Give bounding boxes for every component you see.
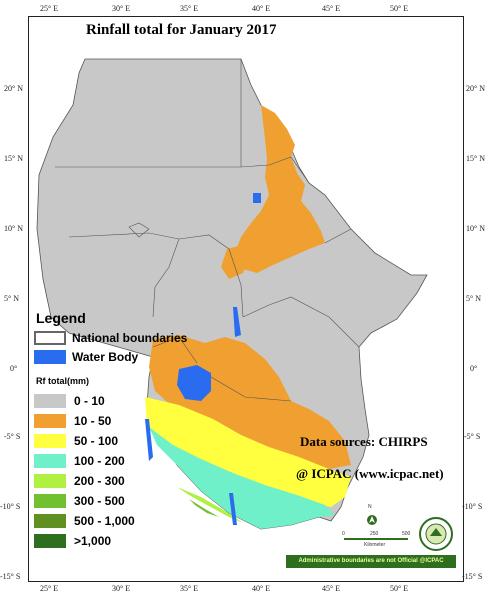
lake-tana (253, 193, 261, 203)
lake-turkana (233, 307, 241, 337)
legend-swatch (34, 514, 66, 528)
lat-tick-right: 5° N (466, 294, 481, 303)
region-grey-north (36, 58, 428, 530)
lon-tick-top: 35° E (180, 4, 199, 13)
lat-tick-left: 20° N (4, 84, 23, 93)
lon-tick-bottom: 50° E (390, 584, 409, 593)
water-body-swatch (34, 350, 66, 364)
map-canvas (36, 58, 428, 530)
north-arrow-label: N (368, 504, 372, 510)
scale-unit: Kilometer (364, 542, 386, 548)
legend-class-label: 300 - 500 (74, 494, 125, 508)
lon-tick-bottom: 40° E (252, 584, 271, 593)
legend-swatch (34, 534, 66, 548)
lon-tick-top: 25° E (40, 4, 59, 13)
north-arrow-icon (367, 515, 377, 525)
scale-label-250: 250 (370, 531, 379, 537)
lat-tick-right: -15° S (462, 572, 483, 581)
lat-tick-left: 0° (10, 364, 18, 373)
scale-label-500: 500 (402, 531, 411, 537)
legend-swatch (34, 434, 66, 448)
lon-tick-bottom: 35° E (180, 584, 199, 593)
legend-class-label: 0 - 10 (74, 394, 105, 408)
region-orange-ethiopia (235, 105, 325, 273)
lat-tick-left: -5° S (4, 432, 21, 441)
lat-tick-left: 10° N (4, 224, 23, 233)
lon-tick-bottom: 25° E (40, 584, 59, 593)
lon-tick-top: 40° E (252, 4, 271, 13)
region-yellow (145, 397, 351, 507)
scale-bar (344, 538, 408, 540)
lake-victoria (177, 365, 211, 401)
lat-tick-left: -15° S (0, 572, 21, 581)
legend-class-label: 50 - 100 (74, 434, 119, 448)
legend-swatch (34, 454, 66, 468)
legend-title: Legend (36, 310, 86, 326)
water-body-label: Water Body (72, 350, 139, 364)
region-aqua (149, 427, 335, 529)
region-lightgreen (177, 487, 243, 523)
legend-class-label: 200 - 300 (74, 474, 125, 488)
legend-swatch (34, 394, 66, 408)
map-frame (28, 16, 464, 582)
legend-swatch (34, 494, 66, 508)
lake-tanganyika (145, 419, 153, 461)
credit-text: @ ICPAC (www.icpac.net) (296, 466, 444, 481)
rf-total-title: Rf total(mm) (36, 376, 89, 386)
lon-tick-top: 45° E (322, 4, 341, 13)
lat-tick-right: -10° S (462, 502, 483, 511)
data-sources-text: Data sources: CHIRPS (300, 434, 428, 449)
lat-tick-right: 15° N (466, 154, 485, 163)
lon-tick-top: 50° E (390, 4, 409, 13)
icpac-logo-icon (419, 517, 453, 551)
scale-label-0: 0 (342, 531, 345, 537)
region-orange-south-sudan (221, 245, 249, 279)
legend-class-label: 10 - 50 (74, 414, 112, 428)
map-title: Rinfall total for January 2017 (86, 22, 277, 38)
lat-tick-right: -5° S (464, 432, 481, 441)
lat-tick-left: 15° N (4, 154, 23, 163)
national-boundaries-swatch (34, 331, 66, 345)
legend-class-label: 100 - 200 (74, 454, 125, 468)
lake-malawi (229, 493, 237, 525)
legend-swatch (34, 474, 66, 488)
lon-tick-bottom: 30° E (112, 584, 131, 593)
lon-tick-top: 30° E (112, 4, 131, 13)
legend-class-label: >1,000 (74, 534, 112, 548)
lat-tick-right: 20° N (466, 84, 485, 93)
legend-swatch (34, 414, 66, 428)
national-boundaries-label: National boundaries (72, 331, 188, 345)
country-boundaries (55, 59, 360, 402)
disclaimer-banner: Administrative boundaries are not Offici… (286, 555, 456, 568)
lat-tick-right: 0° (470, 364, 478, 373)
lat-tick-left: -10° S (0, 502, 21, 511)
lon-tick-bottom: 45° E (322, 584, 341, 593)
legend-class-label: 500 - 1,000 (74, 514, 135, 528)
lat-tick-left: 5° N (4, 294, 19, 303)
lat-tick-right: 10° N (466, 224, 485, 233)
